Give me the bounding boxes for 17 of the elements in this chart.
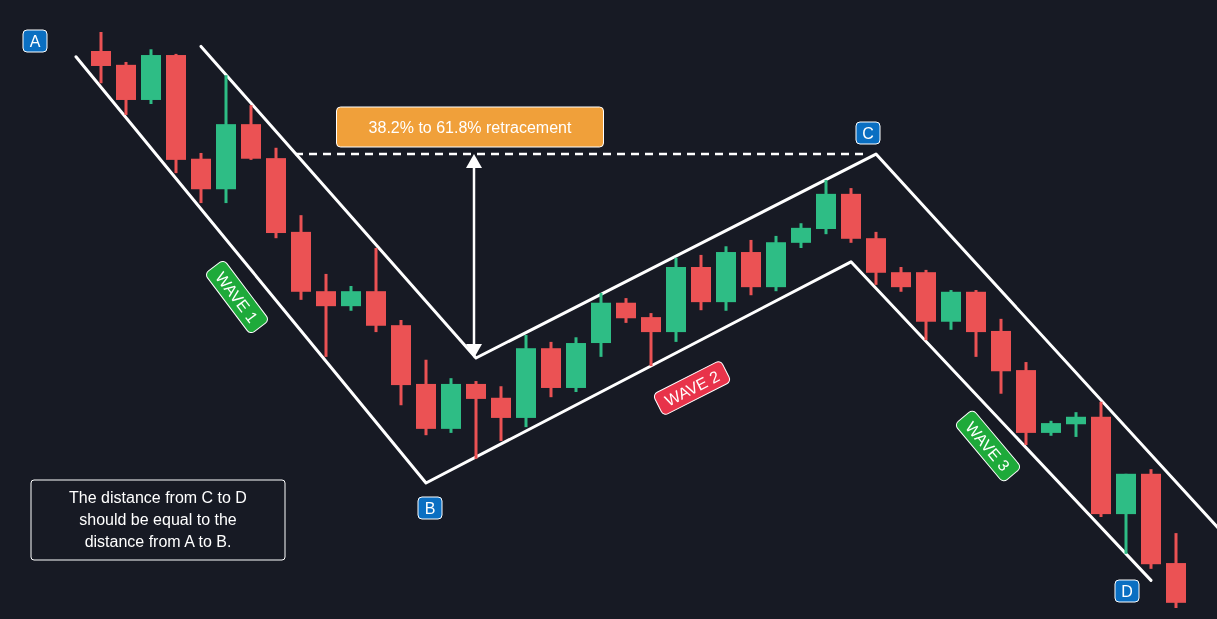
candlestick bbox=[466, 381, 486, 459]
candlestick bbox=[1066, 412, 1086, 437]
candlestick bbox=[791, 223, 811, 248]
candlestick bbox=[641, 313, 661, 368]
annotation: C bbox=[862, 125, 874, 142]
annotation: 38.2% to 61.8% retracement bbox=[368, 119, 572, 136]
candlestick bbox=[316, 272, 336, 357]
candlestick bbox=[616, 298, 636, 323]
candlestick bbox=[91, 32, 111, 84]
candlestick bbox=[491, 386, 511, 441]
candlestick bbox=[891, 267, 911, 292]
annotation: A bbox=[29, 33, 41, 50]
label-box: 38.2% to 61.8% retracement bbox=[336, 106, 604, 148]
annotation: The distance from C to D should be equal to the distance from A to B. bbox=[69, 489, 247, 550]
annotation: B bbox=[424, 500, 436, 517]
annotation: D bbox=[1121, 583, 1133, 600]
candlestick bbox=[341, 286, 361, 311]
